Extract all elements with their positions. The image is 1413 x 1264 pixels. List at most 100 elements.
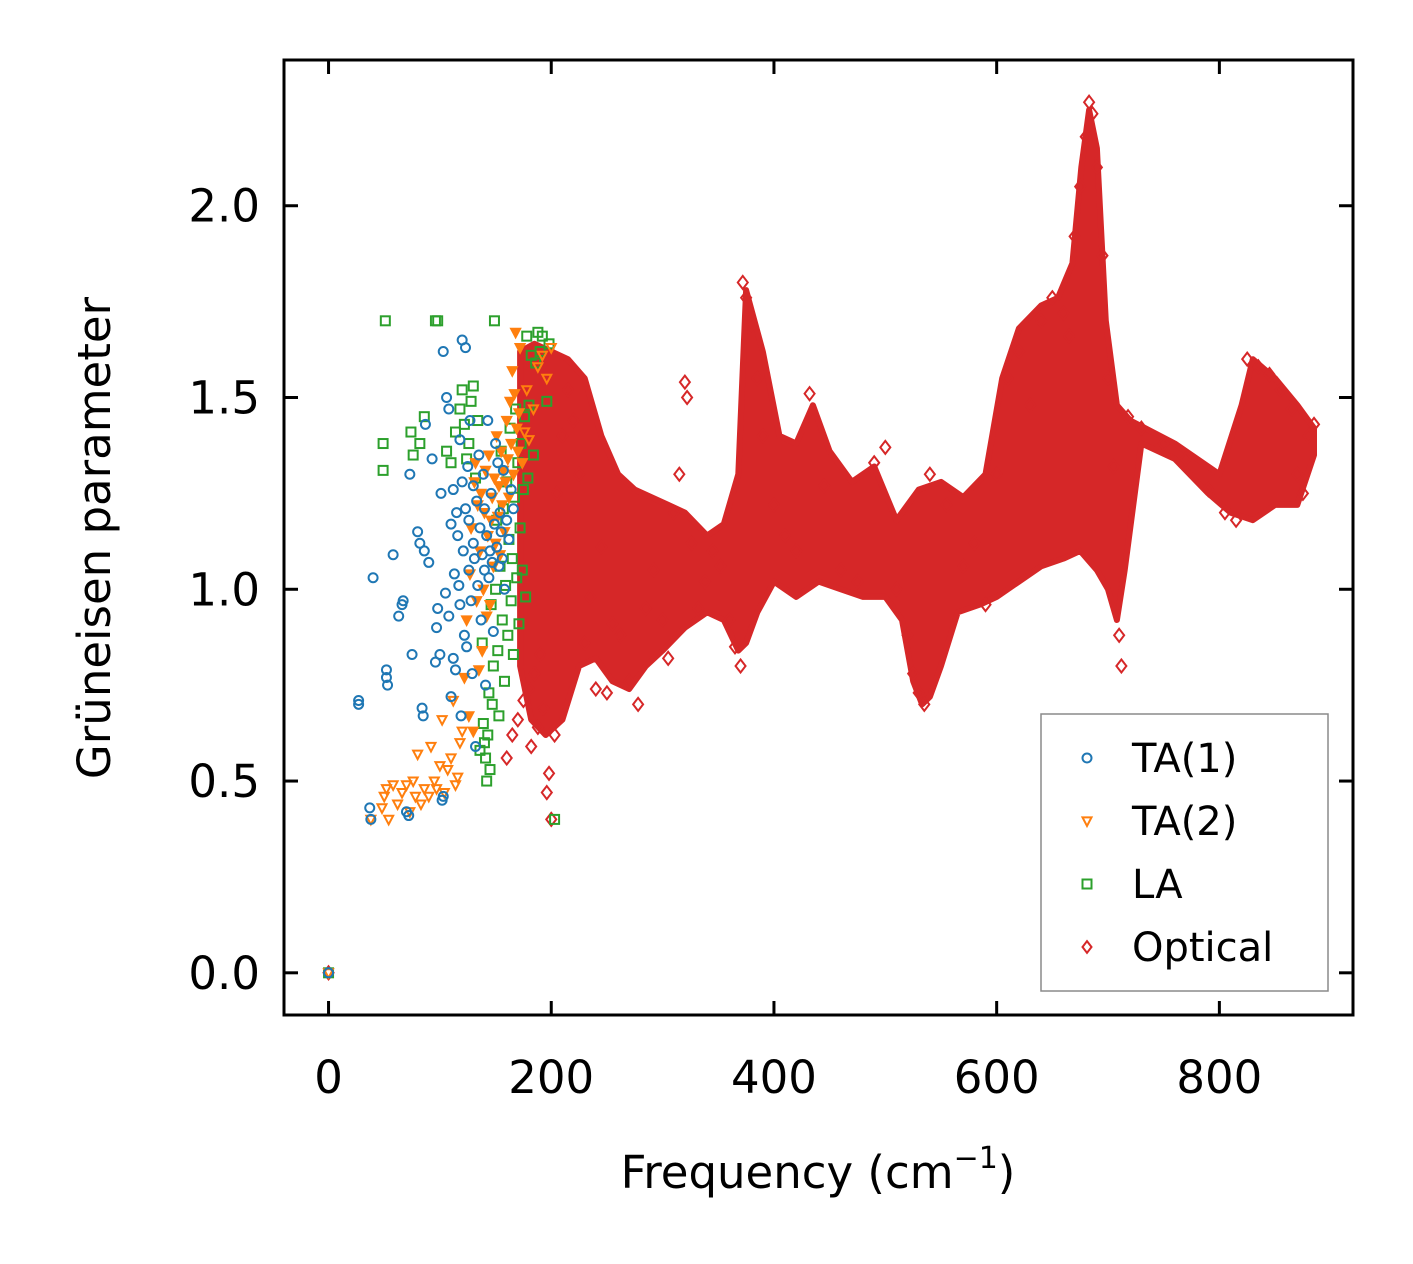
ta-1-point [432,602,444,614]
optical-point [542,765,556,782]
ta-1-point [487,625,499,637]
optical-point [745,316,758,333]
optical-point [1096,247,1109,264]
ta-1-point [449,664,461,676]
ta-1-point [437,790,449,802]
la-point [456,384,468,396]
ta-1-point [380,671,392,683]
ta-1-point [364,802,376,814]
series-la [323,315,561,979]
optical-point [528,665,541,682]
ta-1-point [472,579,484,591]
la-point [407,449,419,461]
optical-point [506,726,519,744]
ta-1-point [467,480,479,492]
ta-2-point [430,784,443,796]
ta-1-point [452,530,464,542]
optical-point [734,657,747,675]
ta-1-point [397,595,409,607]
optical-point [1218,504,1232,521]
optical-point [834,561,848,579]
ta-1-point [505,484,517,496]
optical-point [968,535,981,552]
ta-1-point [437,345,449,357]
optical-point [879,439,892,456]
optical-point [803,385,816,402]
ta-2-point [375,803,389,815]
optical-point [533,646,547,663]
la-point [482,729,494,741]
optical-point [522,680,536,698]
legend-marker-ta-1 [1081,752,1093,764]
optical-point [1307,416,1321,433]
la-point [480,752,492,764]
optical-point [1296,485,1310,502]
ta-1-point [480,679,492,691]
optical-point [990,466,1003,483]
ta-1-point [404,468,416,480]
optical-point [918,696,931,713]
la-point [496,614,508,626]
optical-point [600,684,614,701]
la-point [520,591,532,603]
legend-marker-ta-2 [1080,816,1094,829]
optical-point [698,573,712,590]
la-point [549,813,561,825]
optical-point [524,738,538,755]
la-point [527,449,539,461]
optical-point [1073,178,1087,195]
ta-1-point [471,495,483,507]
optical-point [1121,408,1135,425]
ta-2-point [508,389,521,401]
ta-2-point [467,726,480,739]
ta-1-point [403,810,415,822]
ta-1-point [465,595,477,607]
ta-1-point [491,541,503,553]
ta-1-point [431,622,443,634]
ta-1-point [418,545,430,557]
ta-2-point [441,764,454,777]
ta-1-point [494,507,506,519]
ta-2-point [516,458,529,470]
optical-point [667,504,681,521]
ta-1-point [443,610,455,622]
ta-2-point [520,385,533,397]
ta-1-point [485,487,497,499]
optical-point [739,289,753,306]
ta-1-point [393,610,405,622]
y-tick-label: 0.5 [188,755,260,808]
ta-1-point [482,415,494,427]
x-tick-label: 200 [508,1051,594,1104]
ta-1-point [501,514,513,526]
ta-1-point [367,572,379,584]
la-point [463,438,475,450]
ta-2-point [506,366,519,378]
ta-2-point [509,327,522,340]
optical-point [537,700,550,717]
x-axis-title-superscript: −1 [954,1141,998,1176]
ta-1-point [451,507,463,519]
legend-label-ta-2: TA(2) [1131,799,1237,845]
ta-2-point [428,776,441,789]
ta-2-point [501,454,514,466]
ta-2-point [512,408,526,420]
x-tick-label: 0 [314,1051,343,1104]
la-point [379,315,391,327]
la-point [477,718,489,730]
ta-1-point [481,530,493,542]
ta-1-point [460,503,472,515]
optical-point [550,485,564,502]
ta-2-point [378,791,391,804]
optical-point [1252,358,1265,375]
ta-1-point [464,415,476,427]
optical-point [979,596,992,613]
ta-2-point [476,646,489,658]
ta-1-point [353,698,365,710]
la-point [513,618,525,630]
optical-point [1068,228,1081,245]
optical-point [1263,366,1276,383]
ta-1-point [507,503,519,515]
ta-2-point [456,726,469,739]
optical-point [728,638,742,655]
